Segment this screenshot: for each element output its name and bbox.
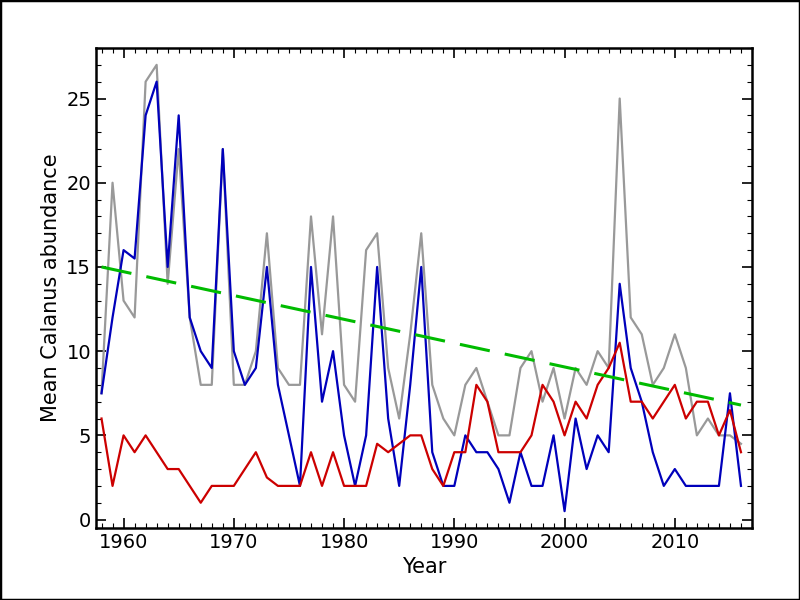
X-axis label: Year: Year [402, 557, 446, 577]
Y-axis label: Mean Calanus abundance: Mean Calanus abundance [41, 154, 61, 422]
